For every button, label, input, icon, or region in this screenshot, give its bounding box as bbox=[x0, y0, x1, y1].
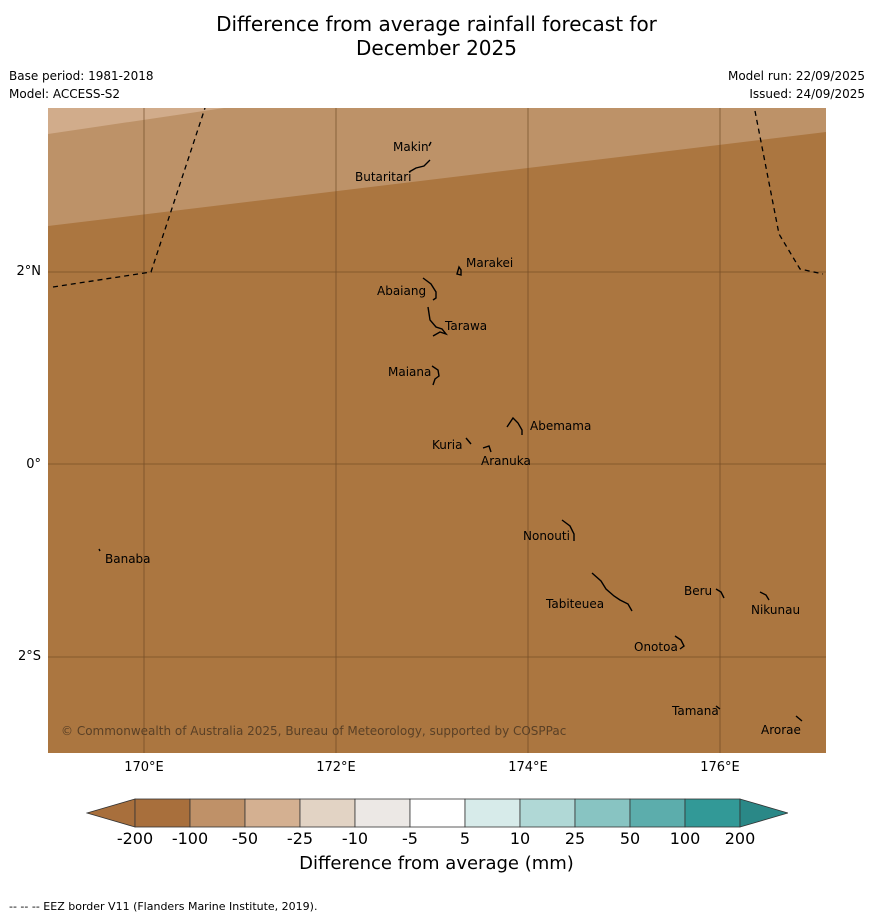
island-makin bbox=[428, 141, 432, 147]
lon-label-170e: 170°E bbox=[124, 760, 164, 775]
island-outlines bbox=[98, 141, 803, 722]
place-label-tarawa: Tarawa bbox=[445, 319, 488, 333]
chart-title: Difference from average rainfall forecas… bbox=[0, 12, 873, 60]
island-butaritari bbox=[408, 159, 431, 173]
colorbar-cell bbox=[354, 798, 411, 828]
place-label-abemama: Abemama bbox=[530, 419, 592, 433]
lat-label-2n: 2°N bbox=[16, 264, 42, 279]
island-onotoa bbox=[674, 635, 685, 650]
island-abemama bbox=[506, 416, 523, 435]
island-nikunau bbox=[759, 591, 770, 601]
island-arorae bbox=[795, 715, 803, 722]
colorbar-cell bbox=[244, 798, 301, 828]
colorbar-label: Difference from average (mm) bbox=[299, 853, 574, 874]
map-canvas bbox=[48, 108, 826, 753]
island-banaba bbox=[98, 548, 101, 552]
anomaly-band-mid bbox=[48, 108, 826, 226]
title-line-2: December 2025 bbox=[356, 36, 517, 60]
colorbar-tick-label: 200 bbox=[724, 829, 756, 848]
copyright-notice: © Commonwealth of Australia 2025, Bureau… bbox=[61, 724, 567, 738]
lat-label-2s: 2°S bbox=[17, 649, 41, 664]
base-period: Base period: 1981-2018 bbox=[9, 69, 154, 83]
place-label-beru: Beru bbox=[684, 584, 713, 598]
colorbar-cell bbox=[629, 798, 686, 828]
colorbar-cell bbox=[684, 798, 741, 828]
island-aranuka bbox=[482, 445, 492, 453]
colorbar-tick-label: -200 bbox=[116, 829, 154, 848]
colorbar-tick-label: 25 bbox=[564, 829, 586, 848]
colorbar-cell bbox=[189, 798, 246, 828]
eez-border bbox=[52, 108, 824, 288]
island-kuria bbox=[465, 437, 472, 445]
island-marakei bbox=[456, 265, 462, 276]
model-run: Model run: 22/09/2025 bbox=[727, 69, 865, 83]
colorbar-cell bbox=[519, 798, 576, 828]
colorbar-cell bbox=[409, 798, 466, 828]
island-nonouti bbox=[561, 519, 575, 541]
place-label-nonouti: Nonouti bbox=[523, 529, 570, 543]
lat-label-0: 0° bbox=[26, 457, 41, 472]
place-label-maiana: Maiana bbox=[388, 365, 432, 379]
place-label-arorae: Arorae bbox=[761, 723, 801, 737]
place-label-abaiang: Abaiang bbox=[377, 284, 427, 298]
map-panel[interactable]: Makin Butaritari Marakei Abaiang Tarawa … bbox=[48, 108, 826, 753]
place-label-marakei: Marakei bbox=[466, 256, 514, 270]
place-label-kuria: Kuria bbox=[432, 438, 463, 452]
island-beru bbox=[715, 588, 725, 599]
title-line-1: Difference from average rainfall forecas… bbox=[216, 12, 657, 36]
graticule bbox=[48, 108, 826, 753]
colorbar-extend-low bbox=[86, 798, 136, 828]
colorbar bbox=[86, 798, 788, 828]
lon-label-176e: 176°E bbox=[700, 760, 740, 775]
colorbar-tick-label: -25 bbox=[286, 829, 314, 848]
colorbar-cell bbox=[574, 798, 631, 828]
place-label-onotoa: Onotoa bbox=[634, 640, 678, 654]
place-label-aranuka: Aranuka bbox=[481, 454, 531, 468]
colorbar-tick-label: 50 bbox=[619, 829, 641, 848]
model-name: Model: ACCESS-S2 bbox=[9, 87, 121, 101]
colorbar-tick-label: -50 bbox=[231, 829, 259, 848]
meta-right: Model run: 22/09/2025 Issued: 24/09/2025 bbox=[728, 67, 865, 103]
island-tarawa bbox=[427, 306, 449, 337]
colorbar-tick-label: 5 bbox=[459, 829, 471, 848]
island-maiana bbox=[431, 365, 440, 386]
place-label-tabiteuea: Tabiteuea bbox=[546, 597, 605, 611]
colorbar-cell bbox=[464, 798, 521, 828]
colorbar-extend-high bbox=[739, 798, 788, 828]
place-label-butaritari: Butaritari bbox=[355, 170, 412, 184]
island-tamana bbox=[715, 705, 721, 710]
island-tabiteuea bbox=[591, 572, 633, 612]
colorbar-tick-label: 10 bbox=[509, 829, 531, 848]
lon-label-174e: 174°E bbox=[508, 760, 548, 775]
place-label-banaba: Banaba bbox=[105, 552, 151, 566]
place-label-tamana: Tamana bbox=[672, 704, 719, 718]
island-abaiang bbox=[422, 277, 437, 301]
colorbar-cell bbox=[299, 798, 356, 828]
anomaly-band-light bbox=[48, 108, 224, 134]
colorbar-tick-label: 100 bbox=[669, 829, 701, 848]
place-label-nikunau: Nikunau bbox=[751, 603, 801, 617]
eez-footnote: -- -- -- EEZ border V11 (Flanders Marine… bbox=[9, 900, 318, 913]
issued-date: Issued: 24/09/2025 bbox=[749, 87, 865, 101]
meta-left: Base period: 1981-2018 Model: ACCESS-S2 bbox=[9, 67, 154, 103]
colorbar-tick-label: -5 bbox=[402, 829, 418, 848]
lon-label-172e: 172°E bbox=[316, 760, 356, 775]
colorbar-tick-label: -10 bbox=[341, 829, 369, 848]
colorbar-tick-label: -100 bbox=[171, 829, 209, 848]
place-label-makin: Makin bbox=[393, 140, 429, 154]
colorbar-cell bbox=[134, 798, 191, 828]
